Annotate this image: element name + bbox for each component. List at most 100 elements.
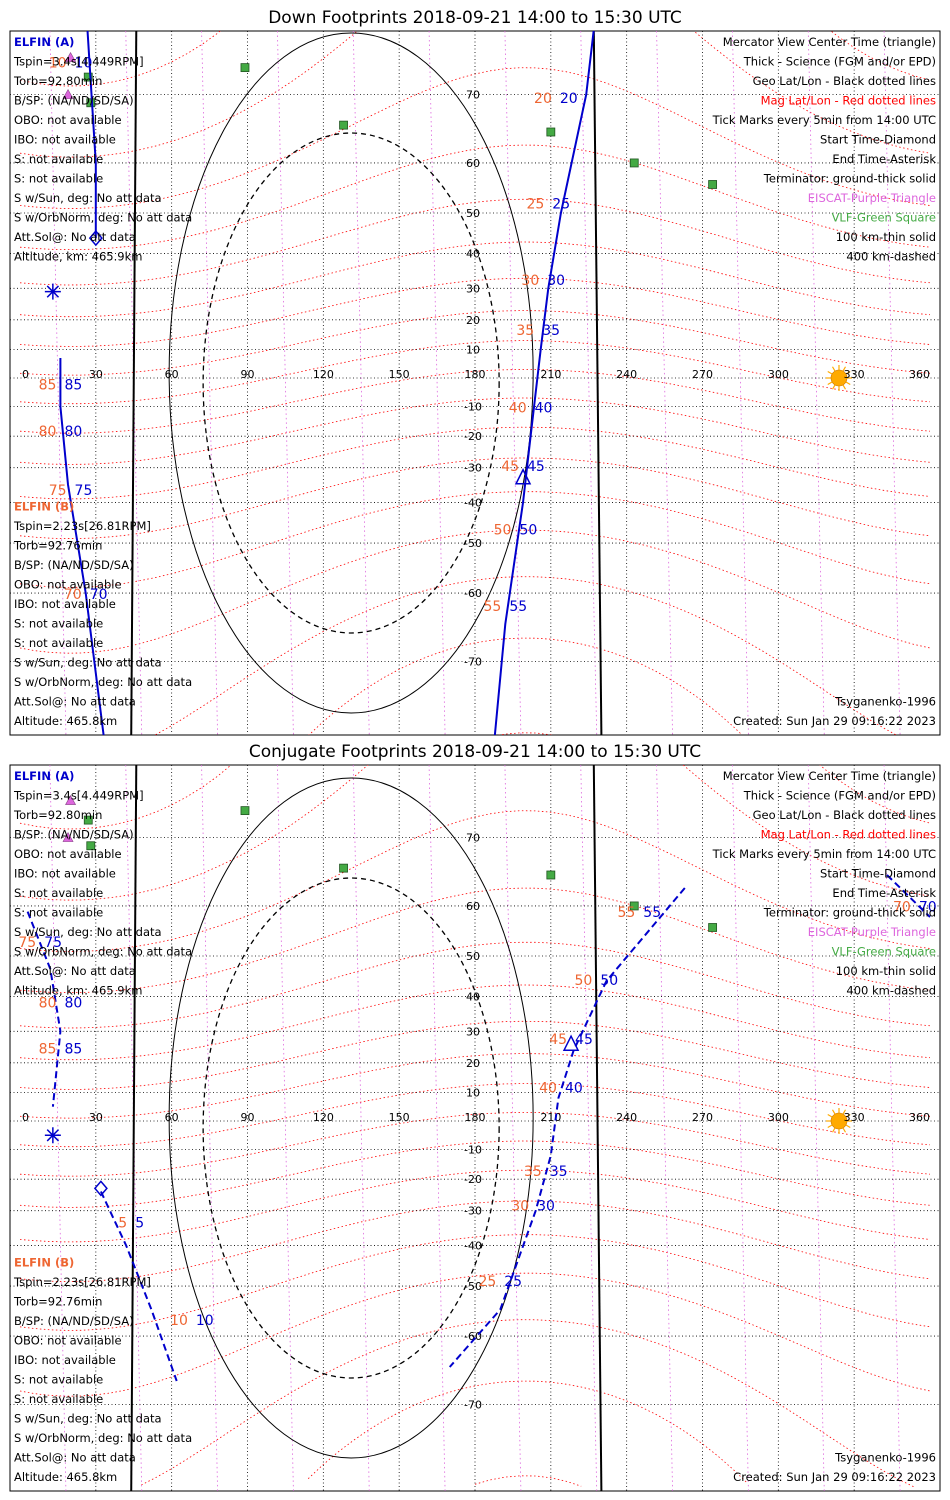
vlf-station-marker bbox=[546, 870, 556, 880]
created-timestamp: Created: Sun Jan 29 09:16:22 2023 bbox=[733, 714, 936, 728]
track-time-label-orange: 80 bbox=[39, 995, 57, 1011]
legend-entry: Mag Lat/Lon - Red dotted lines bbox=[761, 828, 936, 842]
lon-tick-label: 180 bbox=[465, 368, 486, 381]
vlf-station-marker bbox=[83, 815, 93, 825]
elfin-b-info-line: Tspin=2.23s[26.81RPM] bbox=[13, 1275, 151, 1289]
legend-entry: EISCAT-Purple Triangle bbox=[808, 191, 936, 205]
elfin-a-info-line: S: not available bbox=[14, 906, 103, 920]
terminator-line-west bbox=[130, 31, 138, 735]
mag-lon-line bbox=[352, 31, 370, 735]
elfin-b-info-line: S: not available bbox=[14, 617, 103, 631]
start-time-diamond bbox=[88, 229, 103, 247]
range-400km-ellipse bbox=[202, 132, 500, 634]
track-time-label-orange: 25 bbox=[526, 196, 544, 212]
lat-tick-label: 70 bbox=[466, 89, 480, 102]
track-time-label-orange: 85 bbox=[39, 377, 57, 393]
mag-lat-line bbox=[19, 941, 931, 1029]
track-time-label-blue: 30 bbox=[547, 273, 565, 289]
lon-tick-label: 120 bbox=[313, 1111, 334, 1124]
elfin-a-info-line: OBO: not available bbox=[14, 847, 122, 861]
mag-lat-line bbox=[19, 1234, 931, 1331]
elfin-a-info-line: Att.Sol@: No att data bbox=[14, 230, 136, 244]
legend-entry: VLF-Green Square bbox=[832, 211, 936, 225]
eiscat-station-marker bbox=[65, 51, 77, 62]
lon-tick-label: 360 bbox=[909, 1111, 930, 1124]
lat-tick-label: -20 bbox=[464, 430, 482, 443]
lat-tick-label: 70 bbox=[466, 832, 480, 845]
elfin-b-info-line: B/SP: (NA/ND/SD/SA) bbox=[14, 558, 134, 572]
elfin-a-info-line: B/SP: (NA/ND/SD/SA) bbox=[14, 94, 134, 108]
vlf-station-marker bbox=[339, 863, 348, 873]
mag-lat-line bbox=[19, 397, 931, 465]
lat-tick-label: 20 bbox=[466, 314, 480, 327]
lat-tick-label: 10 bbox=[466, 343, 480, 356]
legend-entry: Terminator: ground-thick solid bbox=[763, 906, 936, 920]
lat-tick-label: 30 bbox=[466, 1025, 480, 1038]
center-time-triangle bbox=[514, 468, 532, 485]
down-map-frame bbox=[9, 30, 941, 736]
lat-tick-label: -50 bbox=[464, 1280, 482, 1293]
mag-lat-line bbox=[19, 1083, 931, 1148]
model-label: Tsyganenko-1996 bbox=[834, 1451, 936, 1465]
conjugate-text-blocks: ELFIN (A) Tspin=3.4s[4.449RPM] Torb=92.80m… bbox=[13, 769, 936, 1484]
vlf-station-marker bbox=[339, 120, 348, 130]
elfin-b-info-line: Torb=92.76min bbox=[13, 1295, 102, 1309]
track-time-label-blue: 10 bbox=[196, 1313, 214, 1329]
elfin-b-info-line: OBO: not available bbox=[14, 578, 122, 592]
track-time-label-blue: 70 bbox=[919, 900, 937, 916]
conjugate-footprints-panel: Conjugate Footprints 2018-09-21 14:00 to… bbox=[9, 742, 941, 1492]
down-tracks: 20 20 25 25 30 30 35 35 40 40 45 45 50 50 55 55 85 85 80 80… bbox=[39, 31, 595, 735]
track-time-label-orange: 70 bbox=[893, 900, 911, 916]
lat-tick-label: -70 bbox=[464, 1398, 482, 1411]
track-time-label-orange: 80 bbox=[39, 424, 57, 440]
sun-icon bbox=[830, 1112, 848, 1130]
mag-lon-line bbox=[580, 31, 598, 735]
lon-tick-label: 90 bbox=[241, 1111, 255, 1124]
lat-tick-label: -40 bbox=[464, 497, 482, 510]
mag-lon-line bbox=[807, 31, 825, 735]
track-time-label-blue: 80 bbox=[64, 995, 82, 1011]
mag-lat-line bbox=[19, 765, 931, 830]
lat-tick-label: 10 bbox=[466, 1086, 480, 1099]
track-time-label-orange: 20 bbox=[534, 91, 552, 107]
track-time-label-orange: 75 bbox=[18, 935, 36, 951]
lat-tick-label: 50 bbox=[466, 207, 480, 220]
elfin-b-info-line: Att.Sol@: No att data bbox=[14, 1451, 136, 1465]
vlf-station-marker bbox=[240, 63, 250, 73]
mag-lat-line bbox=[308, 637, 743, 735]
mag-lat-line bbox=[19, 765, 931, 901]
lat-tick-label: 40 bbox=[466, 247, 480, 260]
track-time-label-orange: 10 bbox=[170, 1313, 188, 1329]
track-time-label-blue: 80 bbox=[64, 424, 82, 440]
elfin-a-info-line: S w/OrbNorm, deg: No att data bbox=[14, 945, 192, 959]
lon-tick-label: 0 bbox=[22, 368, 29, 381]
lon-tick-label: 330 bbox=[844, 368, 865, 381]
lat-tick-label: -50 bbox=[464, 537, 482, 550]
center-time-triangle bbox=[562, 1034, 580, 1051]
lat-tick-label: -60 bbox=[464, 1330, 482, 1343]
vlf-station-marker bbox=[240, 806, 250, 816]
mag-lat-line bbox=[19, 457, 931, 540]
track-time-label-blue: 75 bbox=[75, 483, 93, 499]
mag-lon-line bbox=[201, 31, 218, 735]
vlf-station-marker bbox=[629, 901, 639, 911]
elfin-b-info-line: Altitude: 465.8km bbox=[14, 1470, 117, 1484]
lon-tick-label: 240 bbox=[616, 368, 637, 381]
track-time-label-orange: 75 bbox=[49, 483, 67, 499]
lon-tick-label: 60 bbox=[165, 368, 179, 381]
conjugate-map-frame bbox=[9, 764, 941, 1492]
lat-tick-label: 50 bbox=[466, 950, 480, 963]
elfin-b-info-line: B/SP: (NA/ND/SD/SA) bbox=[14, 1314, 134, 1328]
elfin-a-info-line: Torb=92.80min bbox=[13, 808, 102, 822]
lon-tick-label: 300 bbox=[768, 368, 789, 381]
track-time-label-blue: 50 bbox=[600, 973, 618, 989]
elfin-a-info-line: Att.Sol@: No att data bbox=[14, 964, 136, 978]
track-time-label-blue: 45 bbox=[527, 459, 545, 475]
elfin-b-info-line: OBO: not available bbox=[14, 1334, 122, 1348]
elfin-a-info-line: S: not available bbox=[14, 152, 103, 166]
elfin-b-info-line: Torb=92.76min bbox=[13, 539, 102, 553]
track-time-label-orange: 50 bbox=[494, 522, 512, 538]
elfin-a-info-line: B/SP: (NA/ND/SD/SA) bbox=[14, 828, 134, 842]
mag-lon-line bbox=[277, 31, 294, 735]
legend-entry: 400 km-dashed bbox=[846, 250, 936, 264]
